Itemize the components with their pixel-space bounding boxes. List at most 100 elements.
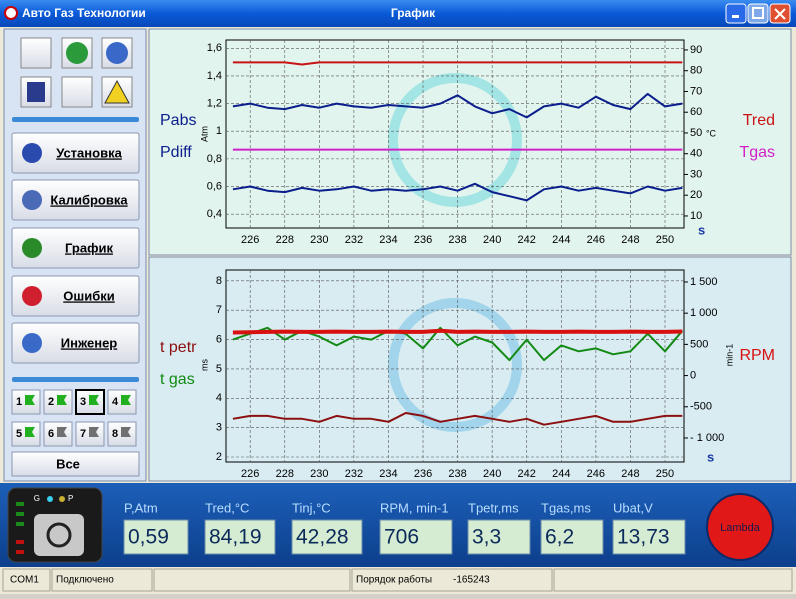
log-icon[interactable] [61, 76, 93, 108]
y-axis-label: Atm [199, 126, 209, 142]
gauge-value: 42,28 [296, 526, 349, 549]
x-tick-label: 246 [587, 468, 605, 480]
y2-tick-label: 10 [690, 210, 702, 222]
menu-icon [22, 286, 42, 306]
menu-label: Инженер [61, 335, 118, 350]
y-tick-label: 1,6 [207, 42, 222, 54]
preset-flag [89, 427, 99, 437]
all-button[interactable] [11, 451, 140, 477]
menu-button[interactable] [11, 179, 140, 221]
x-tick-label: 244 [552, 468, 570, 480]
x-tick-label: 232 [345, 234, 363, 246]
y2-tick-label: 40 [690, 148, 702, 160]
app-icon [4, 6, 18, 20]
y-tick-label: 4 [216, 392, 222, 404]
plot-area [225, 39, 685, 229]
led [47, 496, 53, 502]
menu-button[interactable] [11, 227, 140, 269]
y-tick-label: 1,4 [207, 70, 222, 82]
x-tick-label: 244 [552, 234, 570, 246]
disk [27, 82, 45, 102]
gauge-box [123, 519, 189, 555]
connect-icon[interactable] [20, 37, 52, 69]
watermark-ring [388, 298, 522, 432]
preset-label: 6 [48, 428, 54, 440]
x-tick-label: 242 [518, 234, 536, 246]
y-tick-label: 0,6 [207, 180, 222, 192]
preset-label: 7 [80, 428, 86, 440]
device-button[interactable] [34, 514, 84, 556]
x-tick-label: 226 [241, 468, 259, 480]
gauge-value: 0,59 [128, 526, 169, 549]
gauge-value: 13,73 [617, 526, 670, 549]
status-cell [351, 568, 553, 592]
menu-button[interactable] [11, 322, 140, 364]
status-cell [553, 568, 793, 592]
menu-button[interactable] [11, 132, 140, 174]
x-tick-label: 248 [621, 234, 639, 246]
all-label: Все [56, 456, 80, 471]
preset-label: 8 [112, 428, 118, 440]
y-tick-label: 5 [216, 363, 222, 375]
gauge-box [379, 519, 453, 555]
lambda-button[interactable] [706, 493, 774, 561]
gauge-value: 3,3 [472, 526, 501, 549]
led-bar [16, 540, 24, 544]
x-tick-label: 230 [310, 468, 328, 480]
maximize-button[interactable] [747, 3, 769, 24]
gauge-label: Tinj,°C [292, 500, 331, 515]
x-tick-label: 248 [621, 468, 639, 480]
preset-button[interactable] [107, 421, 137, 447]
menu-label: Ошибки [63, 288, 114, 303]
y2-axis-label: min-1 [724, 344, 734, 367]
gauge-value: 706 [384, 526, 419, 549]
window-title: График [391, 6, 436, 20]
gauge-label: Tpetr,ms [468, 500, 519, 515]
x-tick-label: 250 [656, 468, 674, 480]
y-tick-label: 1 [216, 125, 222, 137]
menu-label: Установка [56, 145, 122, 160]
series-line [232, 328, 683, 335]
menu-icon [22, 190, 42, 210]
y-tick-label: 6 [216, 333, 222, 345]
status-state: Подключено [56, 575, 114, 586]
legend-label: Pabs [160, 112, 196, 129]
y2-tick-label: 90 [690, 44, 702, 56]
gauge-value: 6,2 [545, 526, 574, 549]
gauge-label: Tred,°C [205, 500, 249, 515]
minimize-button[interactable] [725, 3, 747, 24]
y-tick-label: 0,4 [207, 208, 222, 220]
preset-label: 4 [112, 396, 119, 408]
x-tick-label: 228 [276, 468, 294, 480]
lambda-label: Lambda [720, 522, 761, 534]
x-tick-label: 230 [310, 234, 328, 246]
led-bar [16, 512, 24, 516]
y-tick-label: 8 [216, 275, 222, 287]
x-axis-label: s [698, 222, 705, 237]
y2-tick-label: 1 500 [690, 276, 718, 288]
status-cell [153, 568, 351, 592]
y2-tick-label: 30 [690, 168, 702, 180]
preset-button[interactable] [43, 389, 73, 415]
led-bar [16, 550, 24, 554]
x-tick-label: 242 [518, 468, 536, 480]
watermark [388, 73, 522, 432]
x-tick-label: 246 [587, 234, 605, 246]
preset-flag [25, 395, 35, 405]
x-tick-label: 226 [241, 234, 259, 246]
preset-label: 3 [80, 396, 86, 408]
led-bar [16, 502, 24, 506]
menu-button[interactable] [11, 275, 140, 317]
help-circle [106, 42, 128, 64]
y2-tick-label: - 1 000 [690, 432, 724, 444]
menu-label: График [65, 240, 113, 255]
gauge-box [612, 519, 686, 555]
menu-label: Калибровка [50, 192, 128, 207]
preset-label: 5 [16, 428, 22, 440]
x-tick-label: 238 [448, 234, 466, 246]
preset-flag [57, 427, 67, 437]
preset-flag [57, 395, 67, 405]
series-line [232, 182, 683, 202]
y2-tick-label: 1 000 [690, 307, 718, 319]
